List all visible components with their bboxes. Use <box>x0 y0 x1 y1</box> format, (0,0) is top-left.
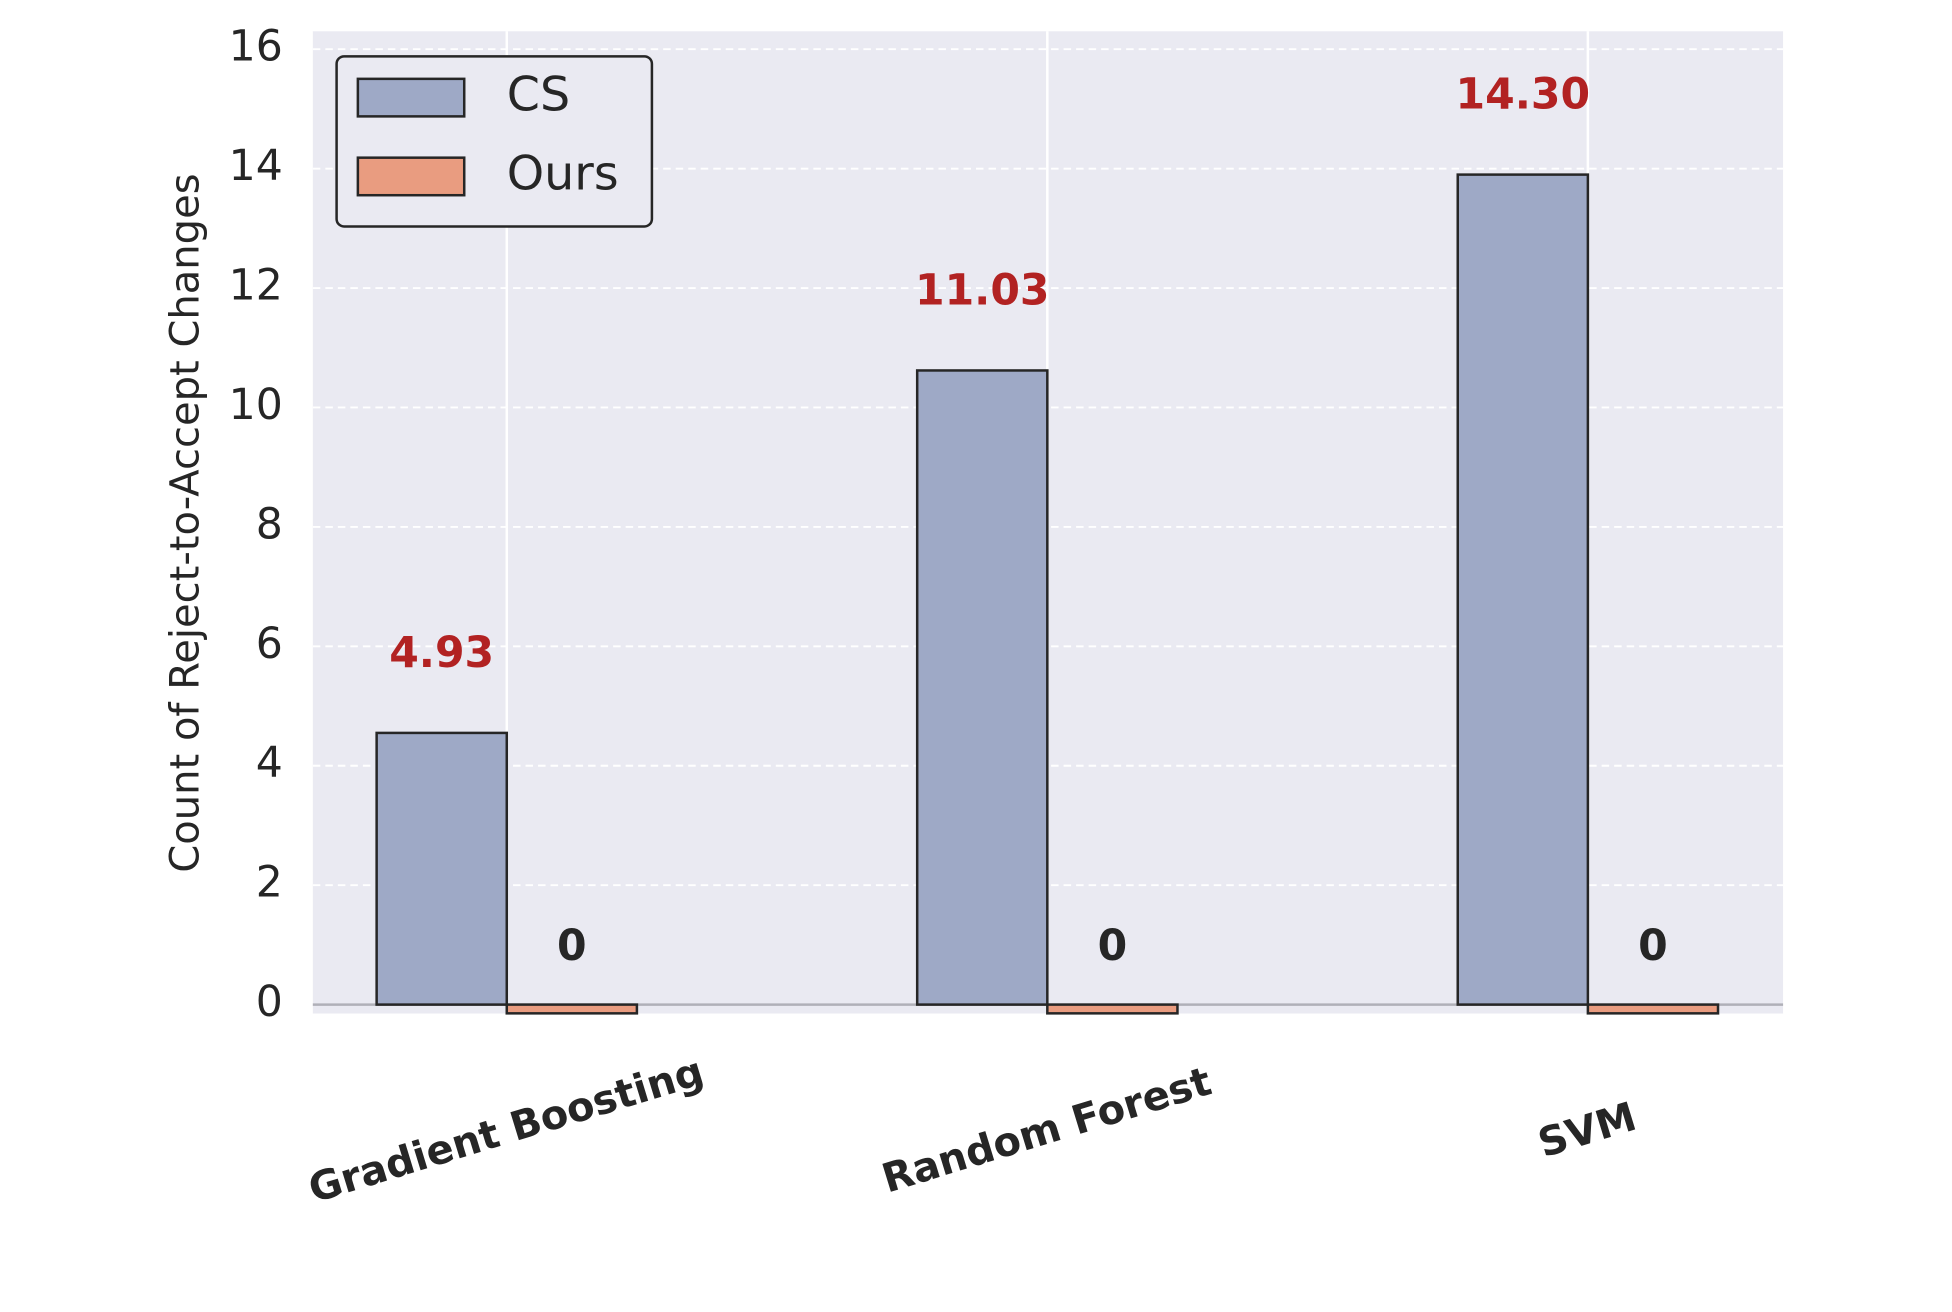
value-label: 0 <box>1098 922 1128 971</box>
x-tick-label: Random Forest <box>877 1059 1217 1203</box>
x-tick-label: SVM <box>1533 1094 1642 1167</box>
legend-swatch <box>356 77 466 118</box>
y-tick-label: 0 <box>256 978 283 1027</box>
legend-label: Ours <box>507 146 619 201</box>
legend-label: CS <box>507 68 570 123</box>
y-axis-label: Count of Reject-to-Accept Changes <box>163 173 209 872</box>
value-label: 0 <box>557 922 587 971</box>
annotation: 11.03 <box>915 266 1050 315</box>
legend-swatch <box>356 156 466 197</box>
y-tick-label: 10 <box>229 381 283 430</box>
bar <box>915 369 1049 1006</box>
x-tick-label: Gradient Boosting <box>303 1049 709 1213</box>
bar <box>505 1003 639 1015</box>
y-tick-label: 14 <box>229 142 283 191</box>
annotation: 14.30 <box>1456 71 1591 120</box>
annotation: 4.93 <box>389 629 494 678</box>
y-tick-label: 2 <box>256 859 283 908</box>
y-tick-label: 8 <box>256 500 283 549</box>
y-tick-label: 6 <box>256 620 283 669</box>
bar <box>1456 173 1590 1006</box>
y-tick-label: 12 <box>229 262 283 311</box>
y-tick-label: 4 <box>256 739 283 788</box>
bar <box>1046 1003 1179 1015</box>
y-tick-label: 16 <box>229 23 283 72</box>
bar <box>1586 1003 1720 1015</box>
bar <box>375 731 509 1006</box>
value-label: 0 <box>1638 922 1668 971</box>
